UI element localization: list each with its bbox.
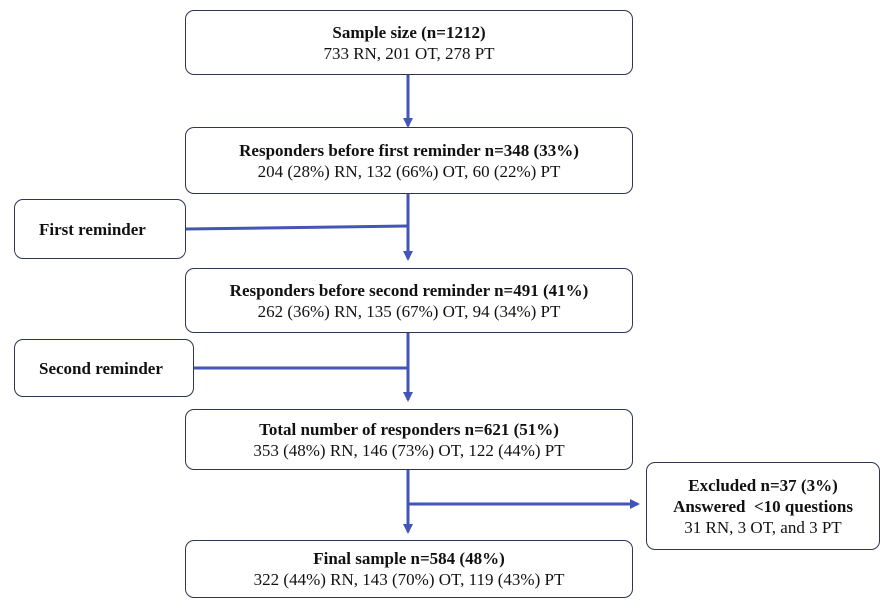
before-second-reminder-box: Responders before second reminder n=491 … <box>185 268 633 333</box>
excluded-detail: 31 RN, 3 OT, and 3 PT <box>684 517 842 537</box>
sample-size-detail: 733 RN, 201 OT, 278 PT <box>323 43 495 63</box>
before-first-reminder-title: Responders before first reminder n=348 (… <box>239 140 579 160</box>
excluded-box: Excluded n=37 (3%) Answered <10 question… <box>646 462 880 550</box>
second-reminder-label: Second reminder <box>39 358 163 378</box>
before-first-reminder-box: Responders before first reminder n=348 (… <box>185 127 633 194</box>
line-first-reminder <box>185 224 409 231</box>
before-second-reminder-detail: 262 (36%) RN, 135 (67%) OT, 94 (34%) PT <box>257 301 561 321</box>
sample-size-title: Sample size (n=1212) <box>332 22 486 42</box>
first-reminder-box: First reminder <box>14 199 186 259</box>
second-reminder-box: Second reminder <box>14 339 194 397</box>
final-sample-detail: 322 (44%) RN, 143 (70%) OT, 119 (43%) PT <box>253 570 565 589</box>
before-second-reminder-title: Responders before second reminder n=491 … <box>229 280 589 300</box>
excluded-reason: Answered <10 questions <box>673 496 853 516</box>
excluded-title: Excluded n=37 (3%) <box>688 475 838 495</box>
total-responders-box: Total number of responders n=621 (51%) 3… <box>185 409 633 470</box>
final-sample-box: Final sample n=584 (48%) 322 (44%) RN, 1… <box>185 540 633 598</box>
total-responders-title: Total number of responders n=621 (51%) <box>259 419 559 439</box>
final-sample-title: Final sample n=584 (48%) <box>313 549 505 568</box>
before-first-reminder-detail: 204 (28%) RN, 132 (66%) OT, 60 (22%) PT <box>257 161 561 181</box>
first-reminder-label: First reminder <box>39 219 146 239</box>
sample-size-box: Sample size (n=1212) 733 RN, 201 OT, 278… <box>185 10 633 75</box>
total-responders-detail: 353 (48%) RN, 146 (73%) OT, 122 (44%) PT <box>253 440 565 460</box>
